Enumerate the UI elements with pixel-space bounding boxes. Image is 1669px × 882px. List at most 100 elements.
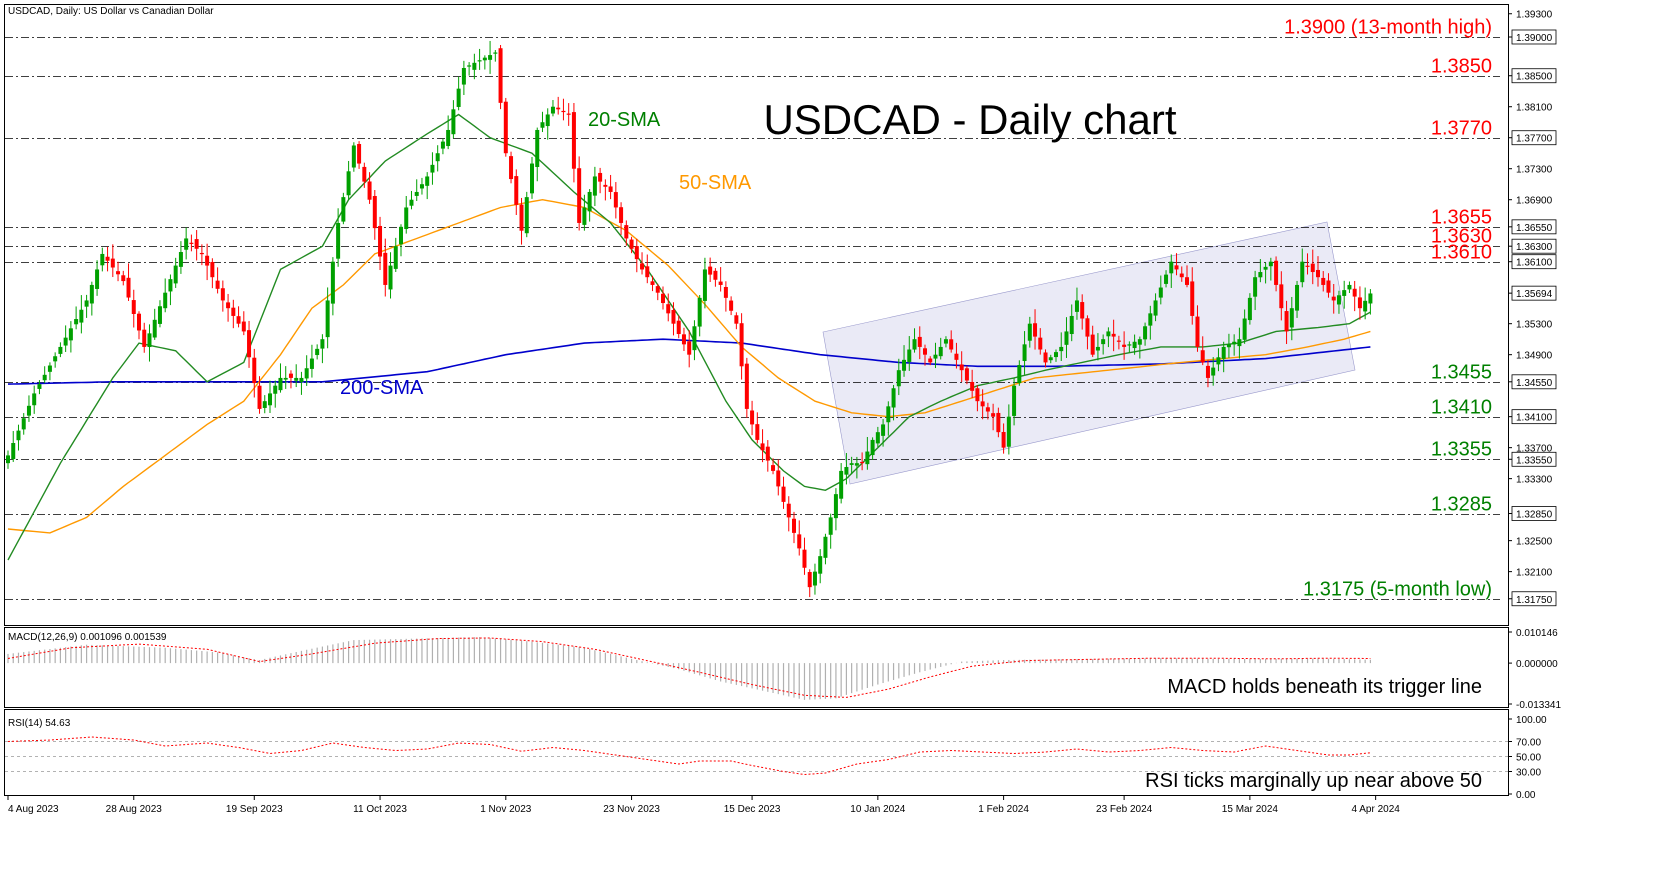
candle-body [1200, 350, 1205, 363]
candle-body [849, 463, 854, 465]
candle-body [1268, 261, 1273, 267]
candle-body [241, 321, 246, 332]
price-tick-label: 1.34100 [1516, 413, 1553, 424]
rsi-tick-label: 30.00 [1516, 768, 1541, 779]
candle-body [1153, 300, 1158, 316]
candle-body [550, 106, 555, 114]
candle-body [131, 300, 136, 314]
price-tick-box [1511, 285, 1557, 301]
macd-panel-frame [4, 627, 1509, 708]
candle-body [110, 258, 115, 268]
candle-body [11, 443, 16, 460]
candle-body [1326, 280, 1331, 293]
price-tick-label: 1.39000 [1516, 33, 1553, 44]
candle-body [802, 549, 807, 568]
candle-body [1368, 293, 1373, 304]
candle-body [571, 112, 576, 169]
candle-body [582, 207, 587, 225]
rsi-tick-label: 70.00 [1516, 738, 1541, 749]
candle-body [760, 443, 765, 451]
price-tick-label: 1.31750 [1516, 595, 1553, 606]
candle-body [645, 266, 650, 278]
candle-body [650, 281, 655, 285]
candle-body [320, 339, 325, 349]
candle-body [755, 424, 760, 440]
candle-body [797, 534, 802, 549]
candle-body [1095, 346, 1100, 351]
candle-body [792, 518, 796, 533]
level-label-3: 1.3655 [1431, 207, 1492, 229]
candle-body [168, 279, 173, 292]
candle-body [1205, 365, 1210, 378]
candle-body [89, 284, 94, 304]
level-label-4: 1.3630 [1431, 226, 1492, 248]
candle-body [1054, 352, 1058, 358]
candle-body [1127, 344, 1132, 346]
candle-body [566, 113, 571, 115]
candle-body [1226, 344, 1231, 348]
candle-body [336, 222, 341, 259]
candle-body [1158, 287, 1163, 298]
price-tick-label: 1.38100 [1516, 103, 1553, 114]
candle-body [53, 356, 58, 362]
price-tick-label: 1.33300 [1516, 475, 1553, 486]
candles [6, 40, 1373, 598]
candle-body [640, 263, 645, 270]
candle-body [1106, 331, 1111, 337]
candle-body [1305, 265, 1310, 267]
candle-body [1001, 431, 1006, 448]
candle-body [697, 297, 702, 327]
candle-body [283, 377, 288, 380]
candle-body [812, 571, 817, 586]
time-tick-label: 1 Feb 2024 [978, 804, 1029, 815]
level-label-1: 1.3850 [1431, 56, 1492, 78]
time-tick-label: 4 Aug 2023 [8, 804, 59, 815]
macd-tick-label: 0.000000 [1516, 659, 1558, 670]
candle-body [1085, 318, 1090, 337]
annotation-sma20: 20-SMA [588, 109, 661, 131]
candle-body [860, 461, 865, 464]
candle-body [1274, 260, 1279, 285]
candle-body [451, 109, 456, 135]
candle-body [1295, 284, 1300, 311]
candle-body [362, 166, 367, 182]
candle-body [1211, 367, 1216, 376]
candle-body [629, 239, 634, 249]
candle-body [750, 410, 755, 425]
candle-body [1179, 273, 1184, 278]
candle-body [1237, 339, 1242, 347]
candle-body [351, 145, 356, 168]
candle-body [980, 401, 985, 407]
rsi-line [7, 736, 1371, 776]
level-label-0: 1.3900 (13-month high) [1284, 17, 1492, 39]
candle-body [608, 186, 613, 192]
candle-body [603, 184, 608, 187]
candle-body [262, 401, 267, 408]
price-tick-label: 1.33700 [1516, 444, 1553, 455]
candle-body [1247, 297, 1252, 321]
candle-body [671, 309, 676, 324]
candle-body [687, 341, 692, 355]
candle-body [535, 129, 540, 167]
candle-body [1006, 416, 1011, 447]
candle-body [220, 288, 225, 301]
candle-body [315, 348, 320, 356]
candle-body [833, 494, 838, 519]
candle-body [1263, 266, 1268, 270]
candle-body [178, 252, 183, 267]
candle-body [137, 313, 141, 331]
candle-body [100, 253, 105, 266]
candle-body [226, 302, 231, 309]
candle-body [509, 156, 514, 180]
time-tick-label: 15 Mar 2024 [1222, 804, 1279, 815]
candle-body [1316, 269, 1320, 278]
candle-body [440, 141, 445, 149]
candle-body [252, 357, 257, 384]
candle-body [970, 381, 975, 391]
price-tick-label: 1.32500 [1516, 537, 1553, 548]
candle-body [1122, 344, 1127, 347]
candle-body [430, 164, 435, 173]
candle-body [367, 181, 372, 200]
candle-body [1143, 326, 1148, 340]
candle-body [917, 336, 922, 347]
